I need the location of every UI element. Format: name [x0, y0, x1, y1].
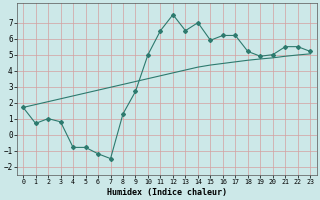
- X-axis label: Humidex (Indice chaleur): Humidex (Indice chaleur): [107, 188, 227, 197]
